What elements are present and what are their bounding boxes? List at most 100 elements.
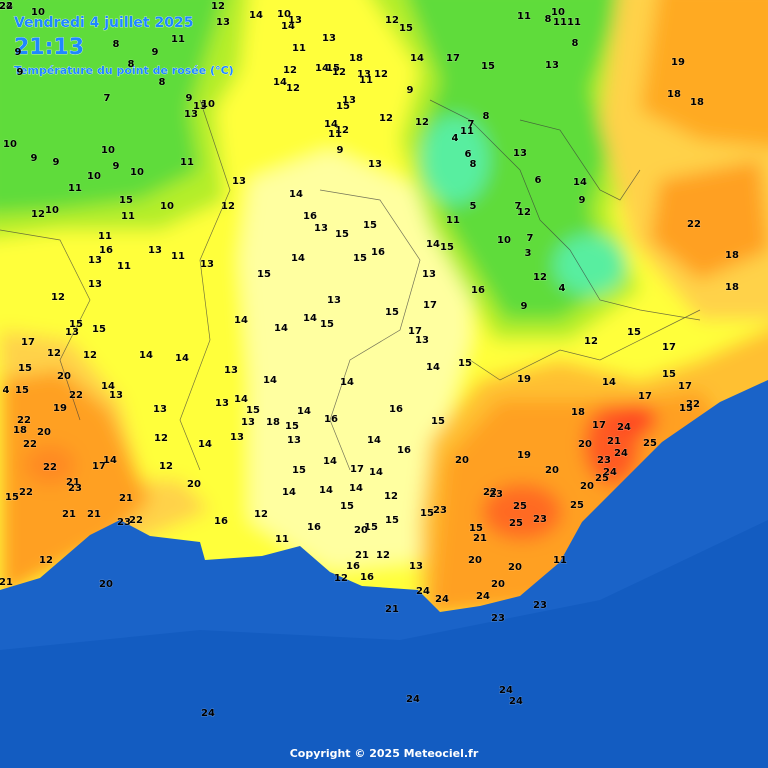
- station-value: 21: [473, 533, 487, 544]
- station-value: 13: [88, 255, 102, 266]
- station-value: 15: [92, 324, 106, 335]
- station-value: 10: [130, 167, 144, 178]
- station-value: 11: [553, 555, 567, 566]
- station-value: 14: [340, 377, 354, 388]
- station-value: 9: [407, 85, 414, 96]
- station-value: 11: [180, 157, 194, 168]
- station-value: 10: [551, 7, 565, 18]
- station-value: 20: [468, 555, 482, 566]
- station-value: 15: [336, 101, 350, 112]
- station-value: 18: [13, 425, 27, 436]
- station-value: 25: [595, 473, 609, 484]
- station-value: 17: [423, 300, 437, 311]
- station-value: 20: [37, 427, 51, 438]
- station-value: 13: [224, 365, 238, 376]
- station-value: 12: [415, 117, 429, 128]
- station-value: 7: [515, 201, 522, 212]
- station-value: 18: [725, 250, 739, 261]
- station-value: 17: [92, 461, 106, 472]
- station-value: 14: [234, 394, 248, 405]
- station-value: 22: [17, 415, 31, 426]
- station-value: 22: [69, 390, 83, 401]
- station-value: 18: [571, 407, 585, 418]
- station-value: 21: [62, 509, 76, 520]
- station-value: 14: [602, 377, 616, 388]
- station-value: 21: [66, 477, 80, 488]
- station-value: 13: [65, 327, 79, 338]
- station-value: 15: [257, 269, 271, 280]
- station-value: 23: [433, 505, 447, 516]
- station-value: 16: [360, 572, 374, 583]
- station-value: 20: [545, 465, 559, 476]
- station-value: 15: [246, 405, 260, 416]
- station-value: 24: [0, 1, 13, 12]
- station-value: 12: [31, 209, 45, 220]
- station-value: 15: [18, 363, 32, 374]
- station-value: 15: [627, 327, 641, 338]
- station-value: 9: [337, 145, 344, 156]
- station-value: 20: [508, 562, 522, 573]
- station-value: 14: [289, 189, 303, 200]
- station-value: 11: [292, 43, 306, 54]
- station-value: 12: [221, 201, 235, 212]
- station-value: 13: [232, 176, 246, 187]
- station-value: 5: [470, 201, 477, 212]
- station-value: 21: [119, 493, 133, 504]
- station-value: 15: [292, 465, 306, 476]
- station-value: 11: [460, 126, 474, 137]
- station-value: 17: [408, 326, 422, 337]
- station-value: 14: [426, 239, 440, 250]
- station-value: 14: [410, 53, 424, 64]
- station-value: 20: [578, 439, 592, 450]
- station-value: 12: [254, 509, 268, 520]
- station-value: 11: [98, 231, 112, 242]
- station-value: 12: [533, 272, 547, 283]
- station-value: 17: [446, 53, 460, 64]
- station-value: 22: [686, 399, 700, 410]
- station-value: 10: [160, 201, 174, 212]
- station-value: 16: [471, 285, 485, 296]
- station-value: 12: [379, 113, 393, 124]
- station-value: 18: [725, 282, 739, 293]
- station-value: 14: [323, 456, 337, 467]
- time: 21:13: [14, 35, 84, 60]
- station-value: 12: [332, 67, 346, 78]
- station-value: 16: [389, 404, 403, 415]
- station-value: 14: [297, 406, 311, 417]
- station-value: 23: [489, 489, 503, 500]
- station-value: 22: [483, 487, 497, 498]
- station-value: 14: [426, 362, 440, 373]
- station-value: 9: [17, 67, 24, 78]
- station-value: 15: [320, 319, 334, 330]
- station-value: 9: [521, 301, 528, 312]
- station-value: 10: [201, 99, 215, 110]
- station-value: 15: [363, 220, 377, 231]
- station-value: 19: [517, 450, 531, 461]
- station-value: 18: [690, 97, 704, 108]
- station-value: 11: [68, 183, 82, 194]
- station-value: 13: [88, 279, 102, 290]
- station-value: 20: [580, 481, 594, 492]
- station-value: 14: [101, 381, 115, 392]
- station-value: 15: [458, 358, 472, 369]
- station-value: 15: [420, 508, 434, 519]
- station-value: 11: [117, 261, 131, 272]
- station-value: 13: [215, 398, 229, 409]
- station-value: 20: [187, 479, 201, 490]
- station-value: 12: [334, 573, 348, 584]
- station-value: 25: [570, 500, 584, 511]
- station-value: 10: [101, 145, 115, 156]
- station-value: 13: [109, 390, 123, 401]
- station-value: 6: [535, 175, 542, 186]
- station-value: 4: [3, 385, 10, 396]
- station-value: 14: [573, 177, 587, 188]
- subtitle: Température du point de rosée (°C): [14, 64, 234, 77]
- station-value: 21: [355, 550, 369, 561]
- station-value: 13: [322, 33, 336, 44]
- station-value: 23: [68, 483, 82, 494]
- station-value: 18: [266, 417, 280, 428]
- station-value: 9: [579, 195, 586, 206]
- station-value: 19: [53, 403, 67, 414]
